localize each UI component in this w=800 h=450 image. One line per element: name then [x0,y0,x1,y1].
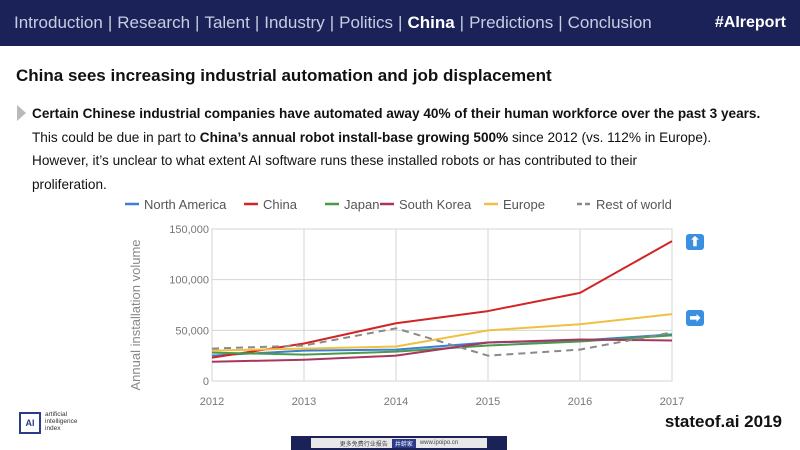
nav-separator: | [254,13,260,32]
nav-item-talent[interactable]: Talent [204,13,250,32]
hashtag-label: #AIreport [714,14,786,31]
series-line-south-korea [211,338,673,363]
legend-label: Europe [503,197,545,212]
slide-body: Certain Chinese industrial companies hav… [32,102,792,196]
x-tick-label: 2013 [292,396,316,408]
nav-item-introduction[interactable]: Introduction [14,13,103,32]
bullet-text: Certain Chinese industrial companies hav… [32,106,761,121]
nav-item-research[interactable]: Research [117,13,191,32]
nav-separator: | [329,13,335,32]
body-line-2-bold: China’s annual robot install-base growin… [199,129,509,145]
y-tick-label: 100,000 [169,275,209,287]
footer-strip: 更多免费行业报告 井蚌家 www.ipoipo.cn [291,436,507,450]
site-label: stateof.ai 2019 [664,412,782,431]
nav-item-china[interactable]: China [407,13,455,32]
y-tick-label: 50,000 [175,325,209,337]
nav-item-predictions[interactable]: Predictions [469,13,554,32]
top-nav-bar: Introduction | Research | Talent | Industry | Po… [0,0,800,46]
right-arrow-icon: ➡ [686,310,704,326]
legend-label: South Korea [399,197,472,212]
footer-strip-inner: 更多免费行业报告 井蚌家 www.ipoipo.cn [311,438,487,448]
y-tick-label: 150,000 [169,224,209,236]
nav-item-politics[interactable]: Politics [339,13,394,32]
body-line-3: However, it’s unclear to what extent AI … [32,153,637,168]
x-tick-label: 2017 [660,396,684,408]
x-tick-label: 2015 [476,396,500,408]
body-line-2: This could be due in part to China’s ann… [32,126,792,150]
nav-separator: | [107,13,113,32]
plot-frame [211,228,673,382]
body-line-4: proliferation. [32,176,107,192]
ai-index-logo-text: artificial intelligence index [45,411,85,432]
nav-separator: | [398,13,403,32]
series-line-europe [211,313,673,352]
x-tick-label: 2014 [384,396,408,408]
slide-title: China sees increasing industrial automat… [16,66,552,85]
nav-item-conclusion[interactable]: Conclusion [567,13,652,32]
logo-line-1: artificial [45,411,68,418]
legend-label: Rest of world [596,197,672,212]
logo-line-2: intelligence [45,418,78,425]
y-axis-label: Annual installation volume [128,239,143,390]
footer-strip-tag: 井蚌家 [391,438,416,448]
body-line-2-pre: This could be due in part to [32,129,200,145]
nav-separator: | [558,13,563,32]
legend-label: North America [144,197,227,212]
body-line-2-post: since 2012 (vs. 112% in Europe). [508,129,712,145]
legend-label: China [263,197,298,212]
y-tick-label: 0 [203,376,209,388]
up-arrow-icon: ⬆ [686,234,704,250]
footer-strip-text: 更多免费行业报告 [339,441,388,448]
nav-item-industry[interactable]: Industry [264,13,325,32]
x-tick-label: 2012 [200,396,224,408]
series-line-rest-of-world [211,327,673,357]
nav-separator: | [459,13,465,32]
section-nav: Introduction | Research | Talent | Industry | Po… [14,0,652,46]
logo-line-3: index [45,425,61,432]
bullet-arrow-icon [17,105,26,121]
x-tick-label: 2016 [568,396,592,408]
footer-strip-url[interactable]: www.ipoipo.cn [419,440,459,446]
nav-separator: | [195,13,200,32]
legend-label: Japan [344,197,379,212]
ai-index-logo: AI [19,412,41,434]
